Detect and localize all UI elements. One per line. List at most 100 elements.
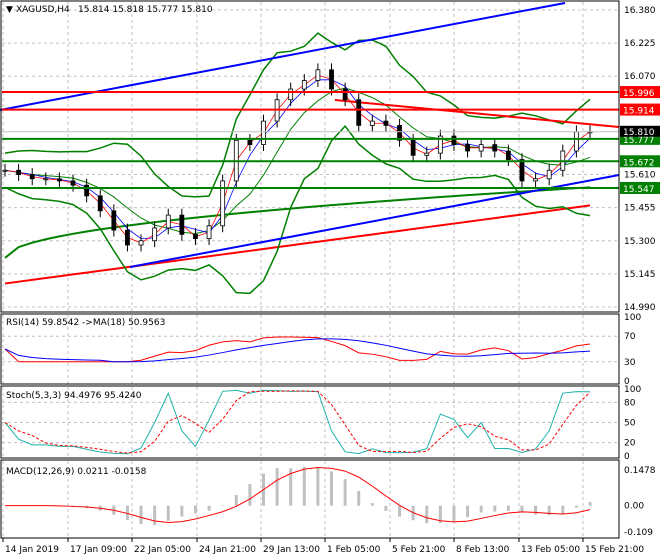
rsi-title: RSI(14) 59.8542 ->MA(18) 50.9563 xyxy=(6,318,165,328)
price-label: 15.300 xyxy=(624,237,656,247)
macd-title: MACD(12,26,9) 0.0211 -0.0158 xyxy=(6,467,147,477)
candle xyxy=(70,180,76,186)
candle xyxy=(111,210,117,231)
stoch-axis-label: 50 xyxy=(624,419,636,429)
candle xyxy=(288,88,294,101)
candle xyxy=(179,214,185,235)
candle xyxy=(29,174,35,180)
candle xyxy=(220,180,226,227)
panel-frame-3 xyxy=(0,459,620,539)
candle xyxy=(397,124,402,141)
candle xyxy=(193,233,198,240)
candle xyxy=(84,184,90,197)
level-tag xyxy=(620,155,660,168)
stoch-axis-label: 0 xyxy=(624,452,630,462)
rsi-axis-label: 0 xyxy=(624,377,630,387)
price-label: 16.070 xyxy=(624,72,656,82)
level-label: 15.996 xyxy=(623,89,655,99)
ohlc-readout: 15.814 15.818 15.777 15.810 xyxy=(78,5,213,15)
rsi-line xyxy=(4,336,591,363)
candle xyxy=(546,169,552,180)
candle xyxy=(138,240,144,246)
price-label: 16.225 xyxy=(624,39,656,49)
current-price-label: 15.810 xyxy=(623,128,655,138)
level-label: 15.914 xyxy=(623,107,655,117)
level-label: 15.777 xyxy=(623,136,655,146)
candle xyxy=(519,159,525,182)
stoch-signal-line xyxy=(4,390,591,454)
time-label: 5 Feb 21:00 xyxy=(392,545,446,555)
price-label: 15.145 xyxy=(624,270,656,280)
candle xyxy=(206,225,212,240)
candle xyxy=(329,69,334,90)
candle xyxy=(410,139,416,156)
time-label: 24 Jan 21:00 xyxy=(199,545,256,555)
candle xyxy=(261,120,266,146)
trendline-upper xyxy=(0,2,566,111)
stoch-axis-label: 100 xyxy=(624,385,641,395)
candle xyxy=(247,139,253,146)
stoch-axis-label: 20 xyxy=(624,439,636,449)
time-label: 15 Feb 21:00 xyxy=(585,545,644,555)
stoch-axis-label: 80 xyxy=(624,398,636,408)
rsi-axis-label: 100 xyxy=(624,313,641,323)
candle xyxy=(16,169,22,175)
panel-frame-0 xyxy=(0,0,620,313)
ma-fast-blue xyxy=(4,79,591,240)
level-label: 15.547 xyxy=(623,185,655,195)
candle xyxy=(533,178,538,182)
candle xyxy=(97,195,103,212)
candle xyxy=(465,144,470,152)
macd-axis-label: 0.00 xyxy=(624,502,644,512)
time-label: 17 Jan 09:00 xyxy=(70,545,127,555)
macd-signal-line xyxy=(5,467,591,524)
time-label: 1 Feb 05:00 xyxy=(327,545,381,555)
price-label: 14.990 xyxy=(624,303,656,313)
candle xyxy=(57,178,62,182)
price-label: 16.380 xyxy=(624,6,656,16)
candle xyxy=(478,144,484,152)
time-label: 13 Feb 05:00 xyxy=(521,545,580,555)
level-label: 15.672 xyxy=(623,158,655,168)
candle xyxy=(451,135,457,146)
macd-axis-label: -0.109 xyxy=(624,528,653,538)
price-label: 15.610 xyxy=(624,171,656,181)
panel-frame-1 xyxy=(0,313,620,385)
ma-long-red xyxy=(4,204,591,285)
candle xyxy=(505,150,511,160)
candle xyxy=(315,69,321,81)
bollinger-upper xyxy=(4,32,591,198)
candle xyxy=(492,144,498,152)
time-label: 22 Jan 05:00 xyxy=(134,545,191,555)
current-price-tag xyxy=(620,125,660,137)
level-tag xyxy=(620,86,660,99)
level-tag xyxy=(620,103,660,116)
candle xyxy=(165,214,171,229)
rsi-ma-line xyxy=(4,338,591,363)
price-label: 15.455 xyxy=(624,204,656,214)
rsi-axis-label: 30 xyxy=(624,358,636,368)
candle xyxy=(152,227,158,242)
indicator-panels xyxy=(4,336,592,526)
ma-mid-green xyxy=(4,186,591,259)
candle xyxy=(573,131,579,152)
candle xyxy=(424,152,430,156)
level-tag xyxy=(620,181,660,194)
symbol-dropdown-icon[interactable]: ▼ xyxy=(6,5,13,15)
price-panel xyxy=(0,2,620,295)
candle xyxy=(301,80,307,90)
candle xyxy=(125,229,130,246)
time-label: 8 Feb 13:00 xyxy=(456,545,510,555)
time-label: 14 Jan 2019 xyxy=(5,545,59,555)
time-label: 29 Jan 13:00 xyxy=(263,545,320,555)
panel-frame-2 xyxy=(0,385,620,459)
candle xyxy=(369,120,375,126)
candle xyxy=(356,99,362,126)
stoch-title: Stoch(5,3,3) 94.4976 95.4240 xyxy=(6,391,142,401)
candle xyxy=(383,120,389,126)
bollinger-lower xyxy=(4,124,591,295)
candle xyxy=(342,88,348,101)
macd-axis-label: 0.1478 xyxy=(624,466,656,476)
